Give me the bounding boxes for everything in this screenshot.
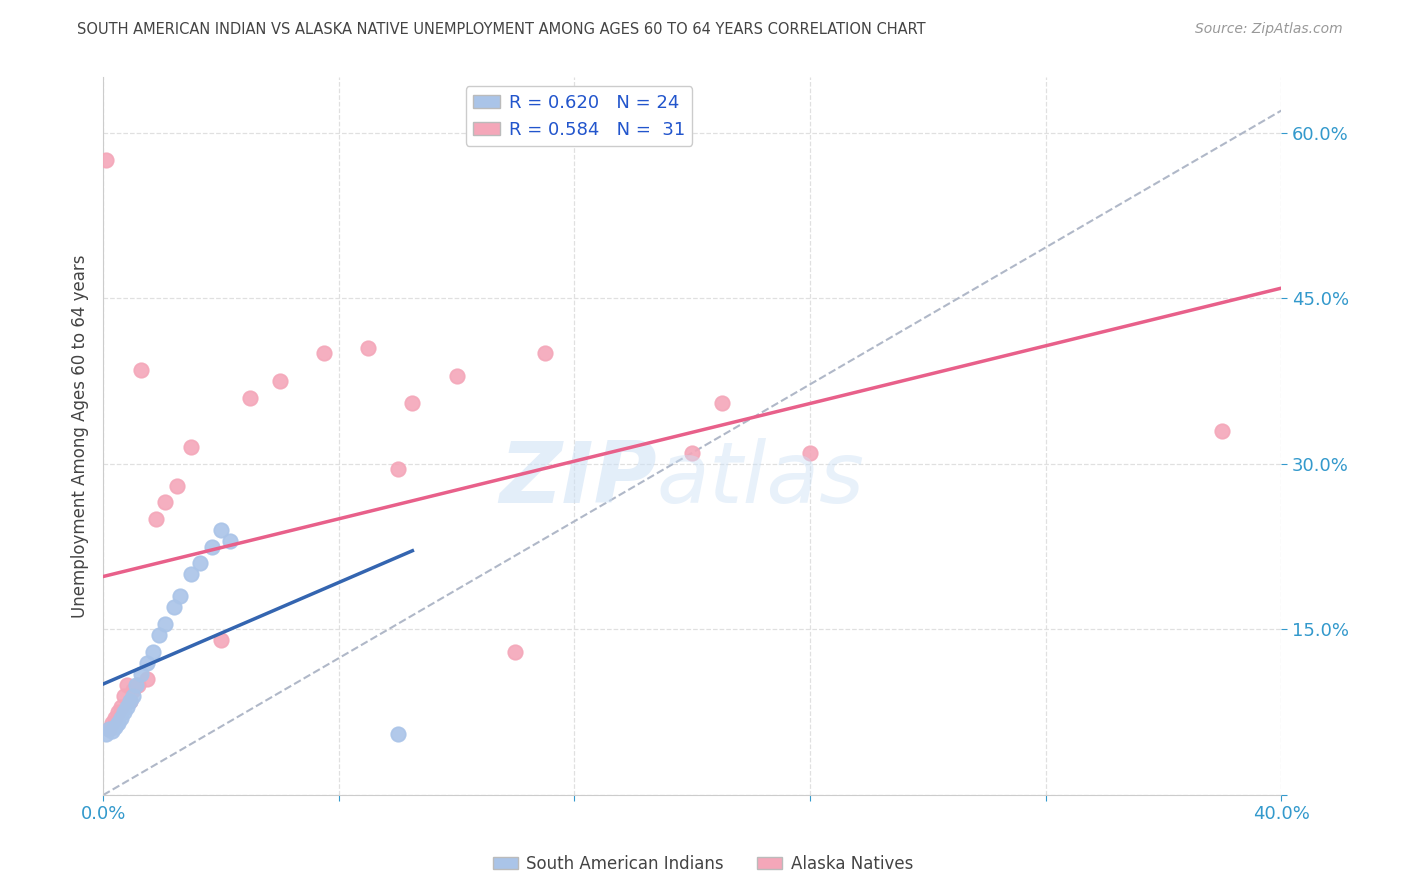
Point [180,567,202,582]
Point [799,446,821,460]
Point [115,678,138,692]
Point [121,683,143,698]
Text: atlas: atlas [657,438,865,521]
Point [107,716,129,731]
Point [166,479,188,493]
Point [312,346,335,360]
Text: ZIP: ZIP [499,438,657,521]
Point [505,644,527,658]
Point [110,711,132,725]
Point [94,153,117,168]
Point [104,711,127,725]
Point [110,699,132,714]
Point [387,462,409,476]
Point [269,374,291,388]
Point [1211,424,1233,438]
Point [131,363,153,377]
Point [710,396,733,410]
Point [127,678,149,692]
Point [681,446,703,460]
Point [101,716,124,731]
Point [401,396,423,410]
Legend: R = 0.620   N = 24, R = 0.584   N =  31: R = 0.620 N = 24, R = 0.584 N = 31 [465,87,692,146]
Text: SOUTH AMERICAN INDIAN VS ALASKA NATIVE UNEMPLOYMENT AMONG AGES 60 TO 64 YEARS CO: SOUTH AMERICAN INDIAN VS ALASKA NATIVE U… [77,22,927,37]
Point [153,495,176,509]
Legend: South American Indians, Alaska Natives: South American Indians, Alaska Natives [486,848,920,880]
Y-axis label: Unemployment Among Ages 60 to 64 years: Unemployment Among Ages 60 to 64 years [72,254,89,618]
Point [115,699,138,714]
Point [98,722,121,736]
Point [148,628,170,642]
Point [131,666,153,681]
Point [118,694,141,708]
Point [101,724,124,739]
Point [153,616,176,631]
Point [201,540,224,554]
Point [98,722,121,736]
Point [94,727,117,741]
Point [107,705,129,719]
Point [209,523,232,537]
Point [118,694,141,708]
Point [112,705,135,719]
Point [169,590,191,604]
Point [534,346,557,360]
Point [136,656,159,670]
Point [239,391,262,405]
Point [218,534,240,549]
Point [104,720,127,734]
Point [387,727,409,741]
Point [446,368,468,383]
Point [209,633,232,648]
Point [180,440,202,454]
Text: Source: ZipAtlas.com: Source: ZipAtlas.com [1195,22,1343,37]
Point [357,341,380,355]
Point [145,512,167,526]
Point [163,600,186,615]
Point [142,644,165,658]
Point [121,689,143,703]
Point [124,678,146,692]
Point [112,689,135,703]
Point [136,672,159,686]
Point [188,556,211,570]
